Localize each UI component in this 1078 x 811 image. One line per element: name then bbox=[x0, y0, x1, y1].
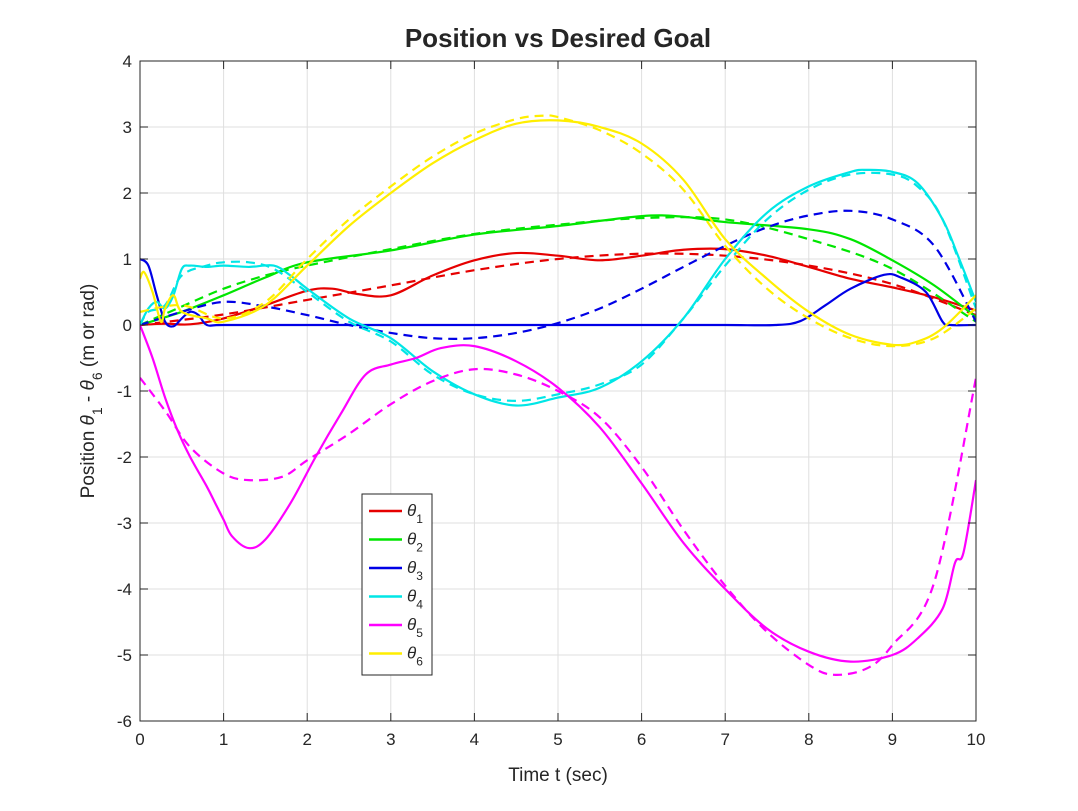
legend-subscript: 1 bbox=[416, 512, 423, 526]
series-theta2-actual-line bbox=[140, 214, 976, 327]
y-tick-label: 0 bbox=[123, 316, 132, 335]
legend-symbol: θ bbox=[407, 587, 417, 606]
y-tick-label: -6 bbox=[117, 712, 132, 731]
x-tick-label: 1 bbox=[219, 730, 228, 749]
x-tick-label: 4 bbox=[470, 730, 479, 749]
series-theta1-desired-line bbox=[140, 252, 976, 327]
y-tick-label: 3 bbox=[123, 118, 132, 137]
series-theta1-actual-line bbox=[140, 247, 976, 327]
y-tick-label: -2 bbox=[117, 448, 132, 467]
chart-title: Position vs Desired Goal bbox=[405, 23, 711, 53]
x-axis-label: Time t (sec) bbox=[508, 765, 608, 786]
y-axis-label-theta-2: θ bbox=[78, 379, 99, 390]
legend-label-theta6: θ6 bbox=[407, 644, 423, 669]
y-axis-label-sub-1: 1 bbox=[89, 407, 105, 415]
y-tick-label: -4 bbox=[117, 580, 132, 599]
y-tick-label: 1 bbox=[123, 250, 132, 269]
series-theta4-desired-line bbox=[140, 171, 976, 402]
x-tick-label: 5 bbox=[553, 730, 562, 749]
y-tick-label: -1 bbox=[117, 382, 132, 401]
legend-symbol: θ bbox=[407, 530, 417, 549]
series-theta6-actual-line bbox=[140, 119, 976, 347]
y-tick-label: 4 bbox=[123, 52, 132, 71]
legend-subscript: 5 bbox=[416, 626, 423, 640]
legend-label-theta1: θ1 bbox=[407, 501, 423, 526]
y-axis-label-prefix: Position bbox=[78, 425, 99, 498]
x-tick-label: 6 bbox=[637, 730, 646, 749]
series-theta5-desired-line bbox=[140, 367, 976, 676]
x-tick-label: 0 bbox=[135, 730, 144, 749]
legend-symbol: θ bbox=[407, 615, 417, 634]
y-axis-label-sub-2: 6 bbox=[89, 372, 105, 380]
x-tick-label: 7 bbox=[720, 730, 729, 749]
y-tick-label: -5 bbox=[117, 646, 132, 665]
y-tick-label: -3 bbox=[117, 514, 132, 533]
x-tick-label: 3 bbox=[386, 730, 395, 749]
series-theta4-actual-line bbox=[140, 168, 976, 407]
legend-symbol: θ bbox=[407, 501, 417, 520]
legend-label-theta4: θ4 bbox=[407, 587, 423, 612]
series-lines bbox=[140, 114, 976, 676]
legend-subscript: 4 bbox=[416, 598, 423, 612]
series-theta3-actual-line bbox=[140, 258, 976, 328]
legend-symbol: θ bbox=[407, 558, 417, 577]
legend-symbol: θ bbox=[407, 644, 417, 663]
x-tick-label: 9 bbox=[888, 730, 897, 749]
x-tick-label: 2 bbox=[302, 730, 311, 749]
legend-label-theta2: θ2 bbox=[407, 530, 423, 555]
legend-label-theta5: θ5 bbox=[407, 615, 423, 640]
series-group bbox=[140, 114, 976, 676]
legend-subscript: 2 bbox=[416, 541, 423, 555]
y-tick-label: 2 bbox=[123, 184, 132, 203]
series-theta5-actual-line bbox=[140, 324, 976, 663]
legend-box bbox=[361, 493, 433, 676]
y-axis-label-mid: - bbox=[78, 390, 99, 407]
ticks: 0 1 2 3 4 5 6 7 8 9 10 -6 -5 -4 -3 -2 -1 0 1 2 3 4 bbox=[117, 52, 986, 749]
x-tick-label: 8 bbox=[804, 730, 813, 749]
legend-label-theta3: θ3 bbox=[407, 558, 423, 583]
y-axis-label-theta-1: θ bbox=[78, 414, 99, 425]
y-axis-label: Position θ1 - θ6 (m or rad) bbox=[78, 284, 105, 499]
x-tick-label: 10 bbox=[967, 730, 986, 749]
legend-subscript: 6 bbox=[416, 655, 423, 669]
y-axis-label-suffix: (m or rad) bbox=[78, 284, 99, 373]
series-theta3-desired-line bbox=[140, 209, 976, 340]
legend-subscript: 3 bbox=[416, 569, 423, 583]
